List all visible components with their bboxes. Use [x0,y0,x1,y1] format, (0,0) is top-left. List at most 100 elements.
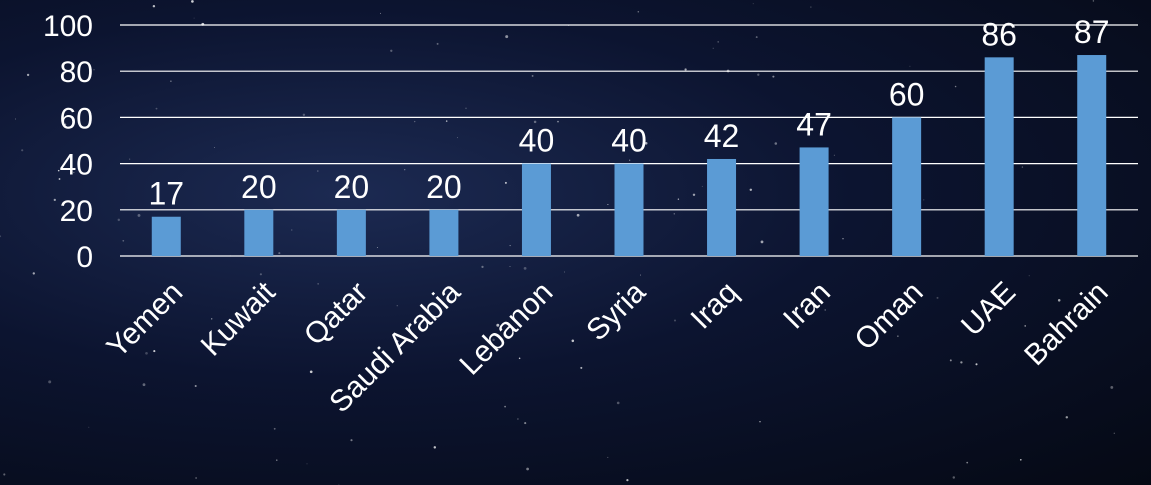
star [810,6,812,8]
star [1028,275,1030,277]
star [380,12,381,14]
star [145,351,148,355]
star [26,73,30,77]
star [53,198,56,202]
x-tick-label: Bahrain [1018,276,1114,372]
x-tick-label: Oman [848,276,929,357]
star [73,171,75,174]
star [64,123,67,126]
star [616,401,620,405]
star [345,185,349,189]
data-label: 20 [426,169,462,205]
star [674,319,676,322]
star [607,203,609,206]
star [273,427,276,430]
x-tick-label: Iran [777,276,837,336]
star [524,422,527,425]
star [0,235,2,238]
star [576,213,580,217]
star [32,272,35,275]
star [526,467,529,471]
star [1110,385,1114,389]
star [644,142,648,145]
star [414,120,416,123]
bar [614,163,644,256]
star [774,142,778,145]
star [194,384,197,388]
star [153,350,156,353]
star [3,473,6,476]
star [80,77,82,79]
data-label: 87 [1074,14,1110,50]
star [759,421,761,423]
data-label: 20 [334,169,370,205]
star [949,359,952,362]
star [1024,325,1026,327]
x-tick-label: Qatar [298,276,374,352]
data-label: 40 [519,123,555,159]
star [960,361,963,364]
star [1019,458,1022,461]
star [842,238,844,240]
star [752,3,754,5]
star [607,456,609,458]
star [259,273,262,276]
star [433,446,437,449]
star [358,395,361,398]
bars [151,55,1107,257]
x-tick-label: Syria [580,275,652,347]
star [122,239,125,242]
star [155,107,158,110]
star [14,118,17,120]
star [571,339,575,343]
star [445,120,448,122]
x-tick-label: Kuwait [195,275,282,362]
star [142,383,146,387]
x-tick-label: UAE [955,276,1022,343]
star [1065,416,1069,419]
data-label: 20 [241,169,277,205]
star [117,218,121,222]
y-tick-label: 60 [60,102,93,135]
star [760,240,764,244]
star [57,169,60,172]
star [170,80,172,82]
y-tick-label: 20 [60,195,93,228]
star [465,107,467,110]
bar [429,209,459,256]
star [757,73,760,76]
star [952,476,956,479]
star [563,271,566,273]
star [966,461,969,464]
star [152,4,156,8]
star [772,75,775,78]
star [1106,294,1108,297]
star [276,459,278,461]
star [504,181,507,184]
star [617,134,619,137]
data-label: 40 [611,123,647,159]
star [376,247,378,248]
star [317,283,319,285]
star [677,198,680,200]
star [1092,0,1095,2]
star [517,418,519,420]
data-label: 17 [148,176,184,212]
star [496,323,500,327]
bar [1077,55,1107,256]
star [278,252,281,255]
star [396,340,399,343]
bar [244,209,274,256]
y-tick-label: 0 [76,241,93,274]
data-label: 42 [704,118,740,154]
star [309,370,313,374]
data-label: 86 [981,16,1017,52]
star [88,426,90,428]
star [404,169,406,171]
star [523,267,527,270]
star [390,49,393,52]
star [684,68,687,71]
star [712,47,714,49]
bar [336,209,366,256]
